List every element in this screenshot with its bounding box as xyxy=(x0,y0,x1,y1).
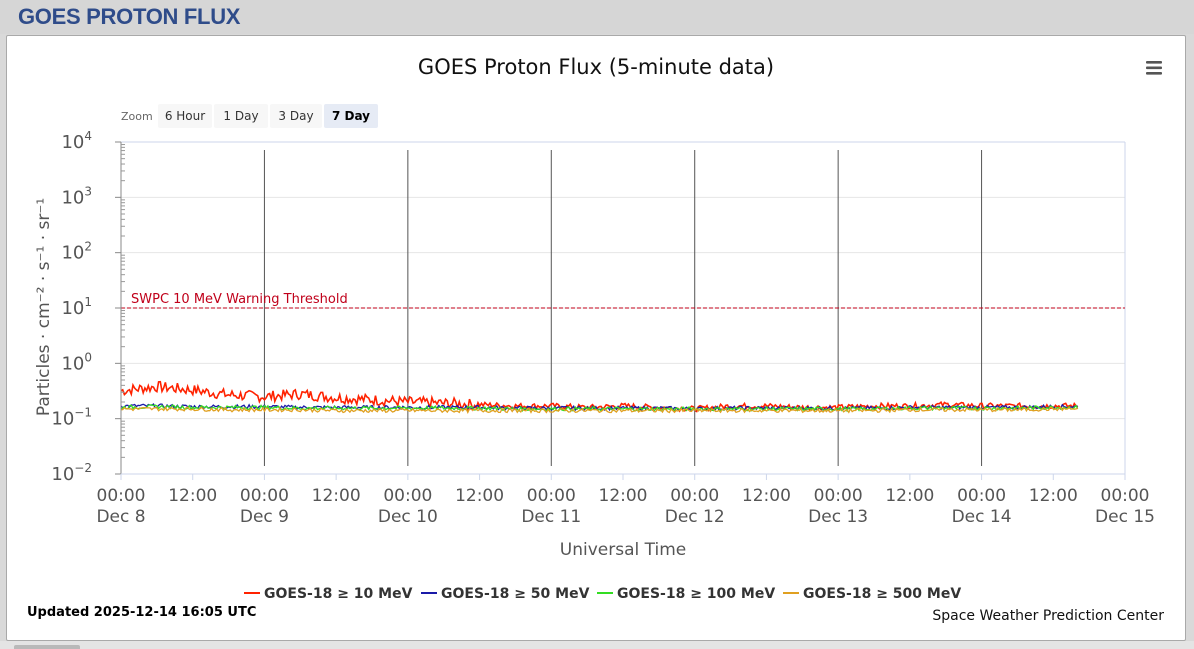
legend-item[interactable]: GOES-18 ≥ 10 MeV xyxy=(244,586,413,602)
legend: GOES-18 ≥ 10 MeV GOES-18 ≥ 50 MeV GOES-18 … xyxy=(244,586,961,602)
x-tick-date-label: Dec 8 xyxy=(96,507,145,527)
x-tick-label: 00:00 xyxy=(814,486,863,506)
y-axis-label: Particles · cm⁻² · s⁻¹ · sr⁻¹ xyxy=(34,198,54,416)
x-tick-label: 12:00 xyxy=(599,486,648,506)
legend-item[interactable]: GOES-18 ≥ 500 MeV xyxy=(783,586,961,602)
legend-label: GOES-18 ≥ 500 MeV xyxy=(803,586,961,602)
legend-label: GOES-18 ≥ 10 MeV xyxy=(264,586,413,602)
legend-item[interactable]: GOES-18 ≥ 100 MeV xyxy=(597,586,775,602)
scroll-tab[interactable] xyxy=(14,645,80,649)
x-tick-label: 12:00 xyxy=(1029,486,1078,506)
zoom-button-label: 7 Day xyxy=(332,109,370,123)
x-tick-date-label: Dec 13 xyxy=(808,507,868,527)
y-tick-label: 102 xyxy=(61,240,92,264)
x-tick-label: 12:00 xyxy=(885,486,934,506)
credit-text: Space Weather Prediction Center xyxy=(932,608,1164,624)
bottom-scroll-area xyxy=(0,641,1194,649)
x-axis-label: Universal Time xyxy=(560,540,686,560)
x-tick-date-label: Dec 15 xyxy=(1095,507,1155,527)
zoom-button-label: 6 Hour xyxy=(165,109,205,123)
chart-title: GOES Proton Flux (5-minute data) xyxy=(418,55,774,79)
zoom-button[interactable]: 7 Day xyxy=(324,104,378,128)
y-tick-label: 10−2 xyxy=(51,461,92,485)
hamburger-icon[interactable] xyxy=(1140,56,1170,80)
zoom-button-label: 3 Day xyxy=(278,109,313,123)
y-tick-label: 101 xyxy=(61,295,92,319)
legend-item[interactable]: GOES-18 ≥ 50 MeV xyxy=(421,586,590,602)
y-tick-label: 104 xyxy=(61,129,92,153)
x-tick-label: 00:00 xyxy=(957,486,1006,506)
zoom-selector: Zoom 6 Hour 1 Day 3 Day 7 Day xyxy=(121,104,378,128)
zoom-button[interactable]: 3 Day xyxy=(270,104,322,128)
threshold-label: SWPC 10 MeV Warning Threshold xyxy=(131,292,348,307)
zoom-label: Zoom xyxy=(121,110,153,123)
x-tick-date-label: Dec 11 xyxy=(521,507,581,527)
x-tick-label: 00:00 xyxy=(97,486,146,506)
zoom-button[interactable]: 6 Hour xyxy=(158,104,212,128)
x-tick-label: 00:00 xyxy=(383,486,432,506)
x-tick-label: 00:00 xyxy=(670,486,719,506)
updated-timestamp: Updated 2025-12-14 16:05 UTC xyxy=(27,605,256,620)
legend-label: GOES-18 ≥ 50 MeV xyxy=(441,586,590,602)
x-tick-label: 12:00 xyxy=(168,486,217,506)
series-line xyxy=(120,380,1079,413)
x-tick-date-label: Dec 10 xyxy=(378,507,438,527)
x-tick-label: 00:00 xyxy=(1101,486,1150,506)
x-tick-date-label: Dec 12 xyxy=(665,507,725,527)
page-title: GOES PROTON FLUX xyxy=(18,4,241,29)
x-tick-date-label: Dec 9 xyxy=(240,507,289,527)
y-tick-label: 100 xyxy=(61,350,92,374)
page-header: GOES PROTON FLUX xyxy=(0,0,1194,34)
x-tick-label: 12:00 xyxy=(312,486,361,506)
zoom-button-label: 1 Day xyxy=(223,109,258,123)
x-tick-label: 00:00 xyxy=(240,486,289,506)
x-tick-label: 12:00 xyxy=(455,486,504,506)
zoom-button[interactable]: 1 Day xyxy=(214,104,268,128)
x-tick-label: 12:00 xyxy=(742,486,791,506)
series-line xyxy=(120,405,1078,414)
y-tick-label: 103 xyxy=(61,184,92,208)
x-tick-date-label: Dec 14 xyxy=(952,507,1012,527)
legend-label: GOES-18 ≥ 100 MeV xyxy=(617,586,775,602)
x-tick-label: 00:00 xyxy=(527,486,576,506)
y-tick-label: 10−1 xyxy=(51,406,92,430)
